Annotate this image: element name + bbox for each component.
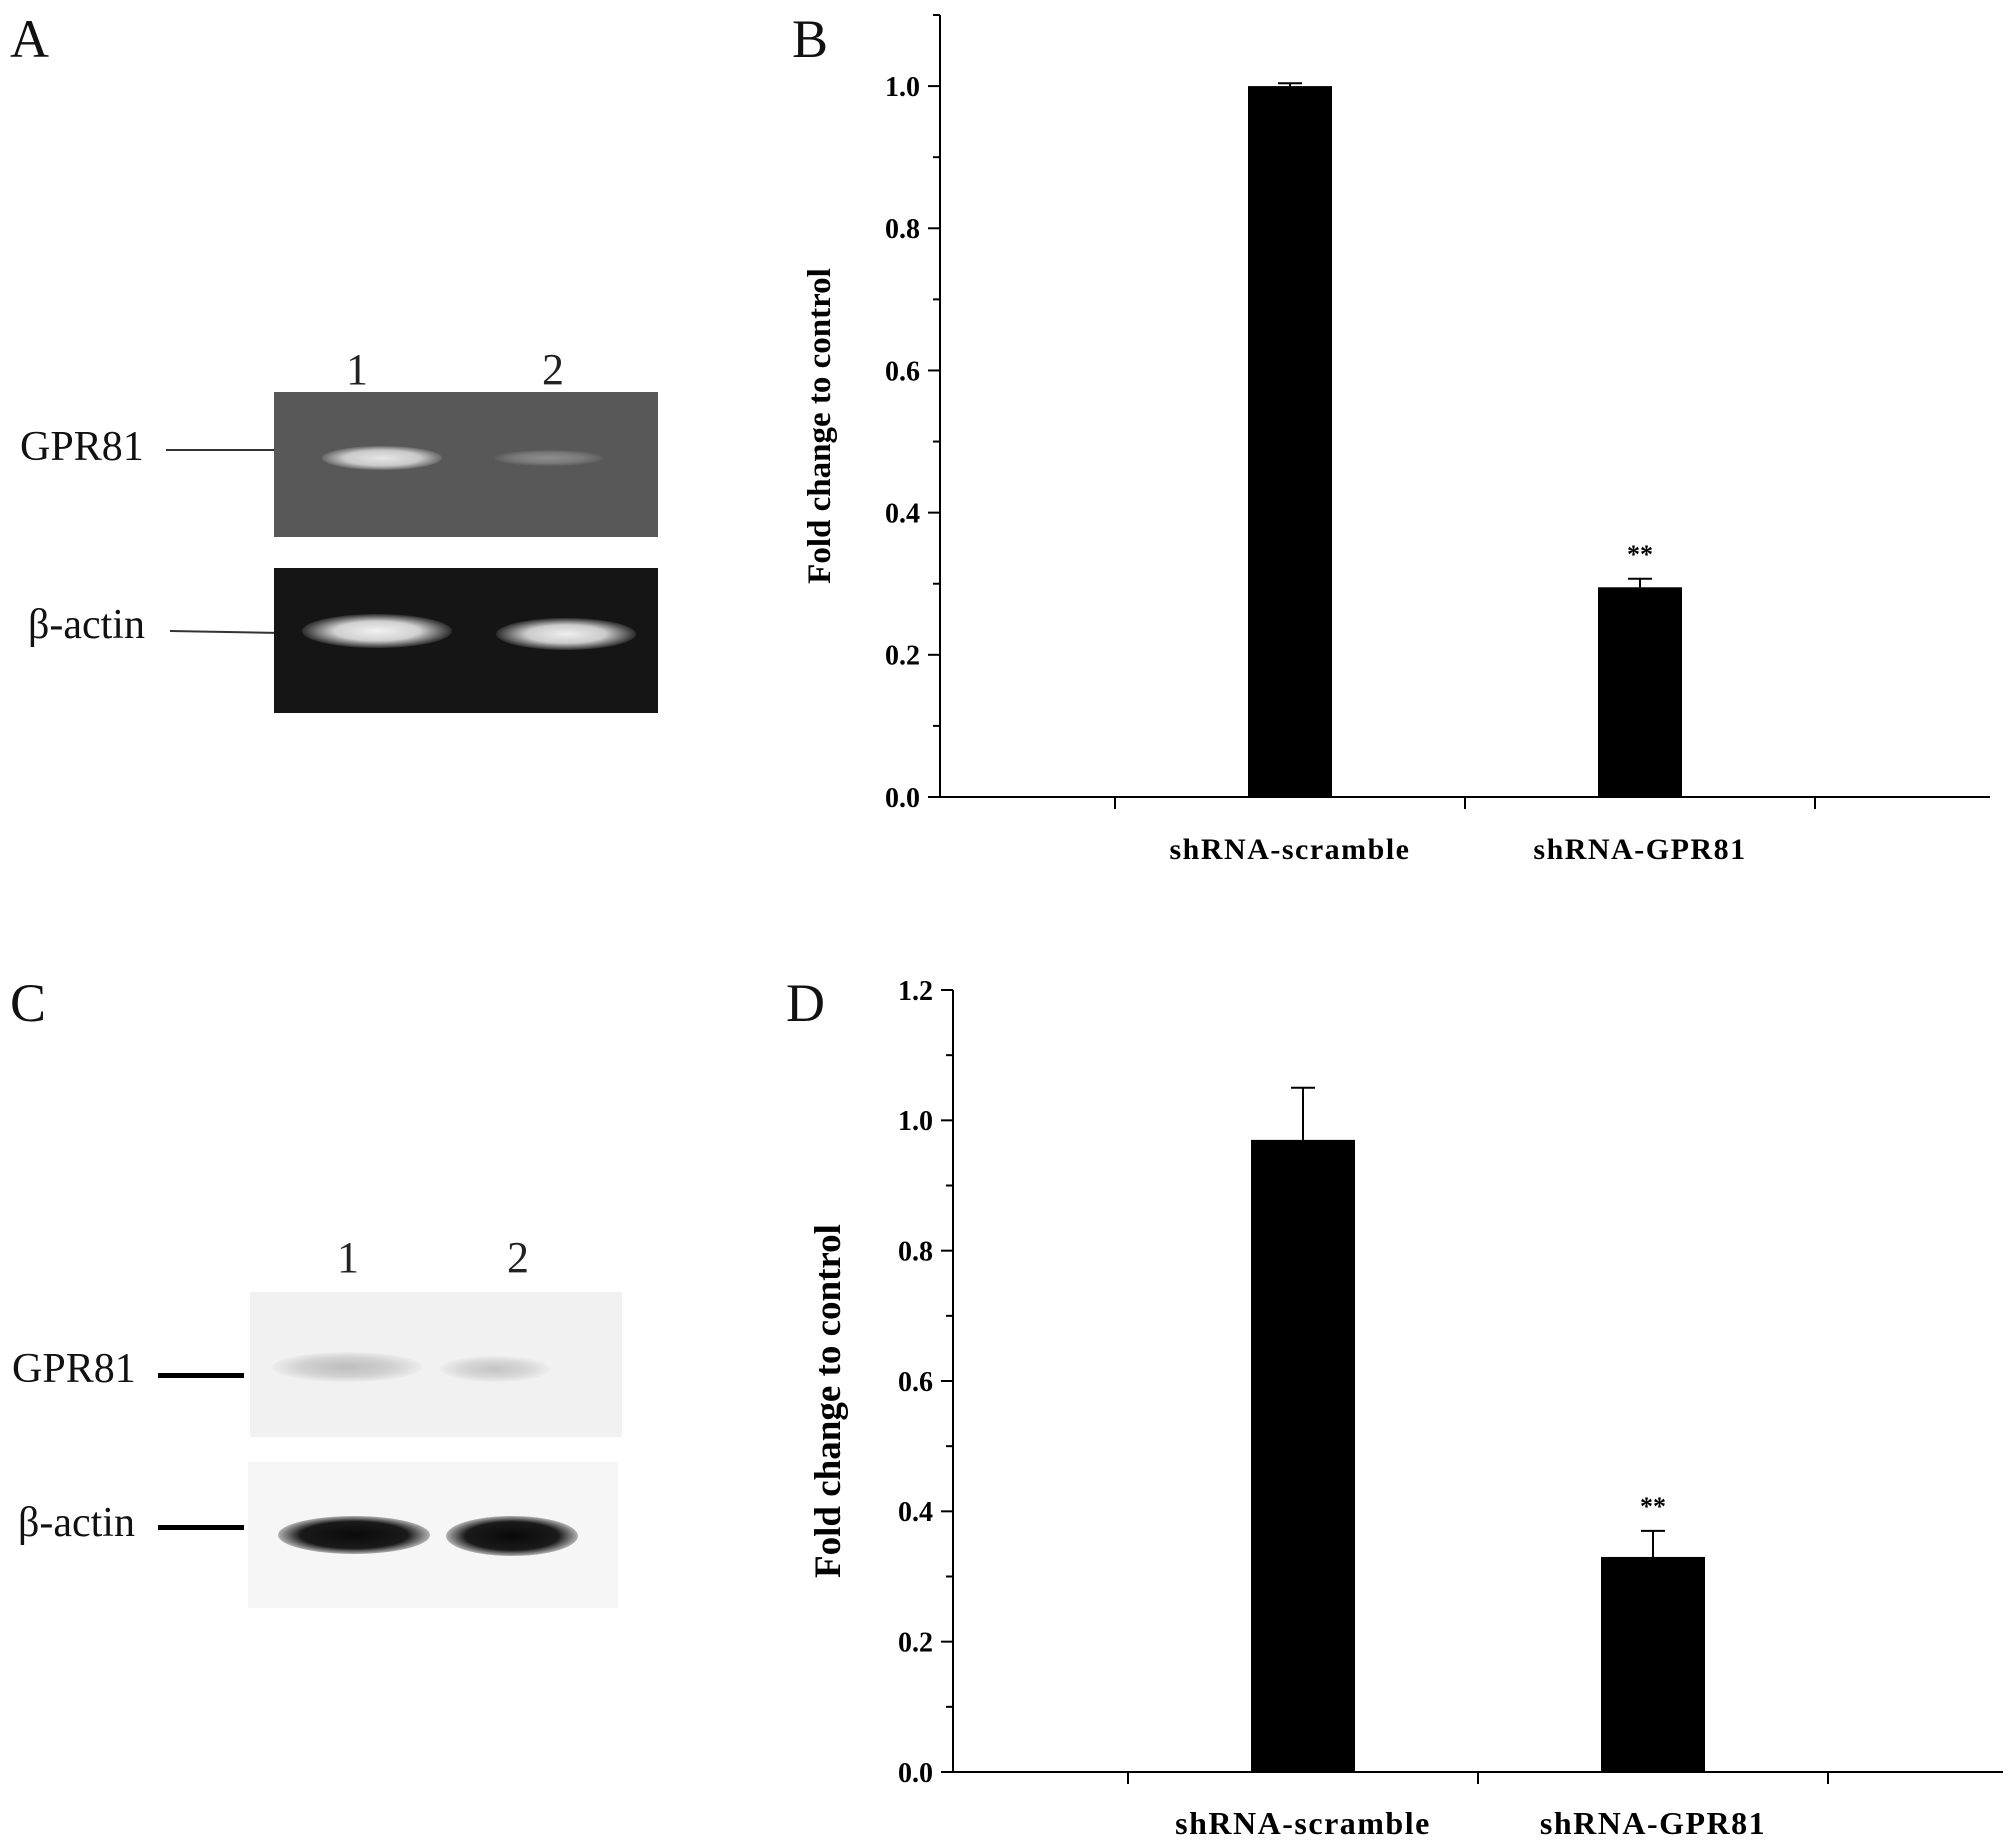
significance-label: ** bbox=[1640, 1492, 1666, 1521]
panel-c-letter: C bbox=[10, 973, 47, 1033]
y-tick-label: 0.6 bbox=[898, 1367, 933, 1398]
panel-d-letter: D bbox=[786, 973, 825, 1033]
bar-shrna-scramble bbox=[1251, 1139, 1355, 1772]
y-tick-label: 1.0 bbox=[898, 1106, 933, 1137]
panel-a-lane-2-label: 2 bbox=[542, 345, 564, 394]
y-tick-label: 0.6 bbox=[885, 356, 920, 387]
panel-c-gpr81-leader-line bbox=[158, 1373, 244, 1378]
y-axis-title: Fold change to control bbox=[808, 1224, 849, 1578]
y-tick-label: 0.0 bbox=[885, 783, 920, 814]
panel-c-gpr81-blot-strip bbox=[250, 1292, 622, 1437]
significance-label: ** bbox=[1627, 540, 1653, 569]
panel-a-actin-band-lane-2 bbox=[496, 618, 636, 650]
y-tick-label: 0.2 bbox=[885, 641, 920, 672]
bar-shrna-gpr81 bbox=[1598, 587, 1682, 797]
panel-c-actin-band-lane-2 bbox=[446, 1516, 578, 1556]
panel-a-gpr81-band-lane-1 bbox=[322, 446, 442, 470]
y-tick-label: 0.0 bbox=[898, 1758, 933, 1789]
panel-a-gpr81-label: GPR81 bbox=[20, 424, 144, 470]
panel-b-letter: B bbox=[792, 9, 829, 69]
panel-c-actin-leader-line bbox=[158, 1525, 244, 1530]
panel-a-actin-label: β-actin bbox=[28, 602, 145, 648]
category-label: shRNA-scramble bbox=[1170, 833, 1411, 866]
panel-c-lane-1-label: 1 bbox=[337, 1233, 359, 1282]
bar-shrna-scramble bbox=[1248, 86, 1332, 797]
y-tick-label: 1.2 bbox=[898, 976, 933, 1007]
y-tick-label: 1.0 bbox=[885, 72, 920, 103]
bar-shrna-gpr81 bbox=[1601, 1556, 1705, 1772]
panel-b-bar-chart: 0.0 0.2 0.4 0.6 0.8 1.0 shRNA-scramble ** shRNA-… bbox=[802, 14, 1990, 866]
panel-c-lane-2-label: 2 bbox=[507, 1233, 529, 1282]
panel-a-actin-gel-strip bbox=[274, 568, 658, 713]
panel-c-gpr81-band-lane-2 bbox=[440, 1356, 550, 1382]
panel-a-lane-1-label: 1 bbox=[346, 345, 368, 394]
y-tick-label: 0.2 bbox=[898, 1627, 933, 1658]
panel-c-actin-label: β-actin bbox=[18, 1500, 135, 1546]
y-tick-label: 0.8 bbox=[885, 214, 920, 245]
category-label: shRNA-GPR81 bbox=[1533, 833, 1746, 866]
panel-a-gpr81-gel-strip bbox=[274, 392, 658, 537]
panel-c-gpr81-label: GPR81 bbox=[12, 1346, 136, 1392]
category-label: shRNA-GPR81 bbox=[1540, 1805, 1766, 1841]
y-tick-label: 0.8 bbox=[898, 1236, 933, 1267]
category-label: shRNA-scramble bbox=[1175, 1805, 1431, 1841]
panel-a-gpr81-leader-line bbox=[166, 449, 274, 451]
y-axis-title: Fold change to control bbox=[802, 268, 838, 584]
panel-c-actin-blot-strip bbox=[248, 1462, 618, 1608]
y-tick-label: 0.4 bbox=[885, 498, 920, 529]
panel-a-gpr81-band-lane-2 bbox=[494, 450, 604, 466]
panel-a-letter: A bbox=[10, 9, 49, 69]
panel-a-actin-band-lane-1 bbox=[302, 614, 452, 648]
panel-c-gpr81-band-lane-1 bbox=[272, 1352, 422, 1382]
y-tick-label: 0.4 bbox=[898, 1497, 933, 1528]
panel-c-actin-band-lane-1 bbox=[278, 1516, 430, 1554]
